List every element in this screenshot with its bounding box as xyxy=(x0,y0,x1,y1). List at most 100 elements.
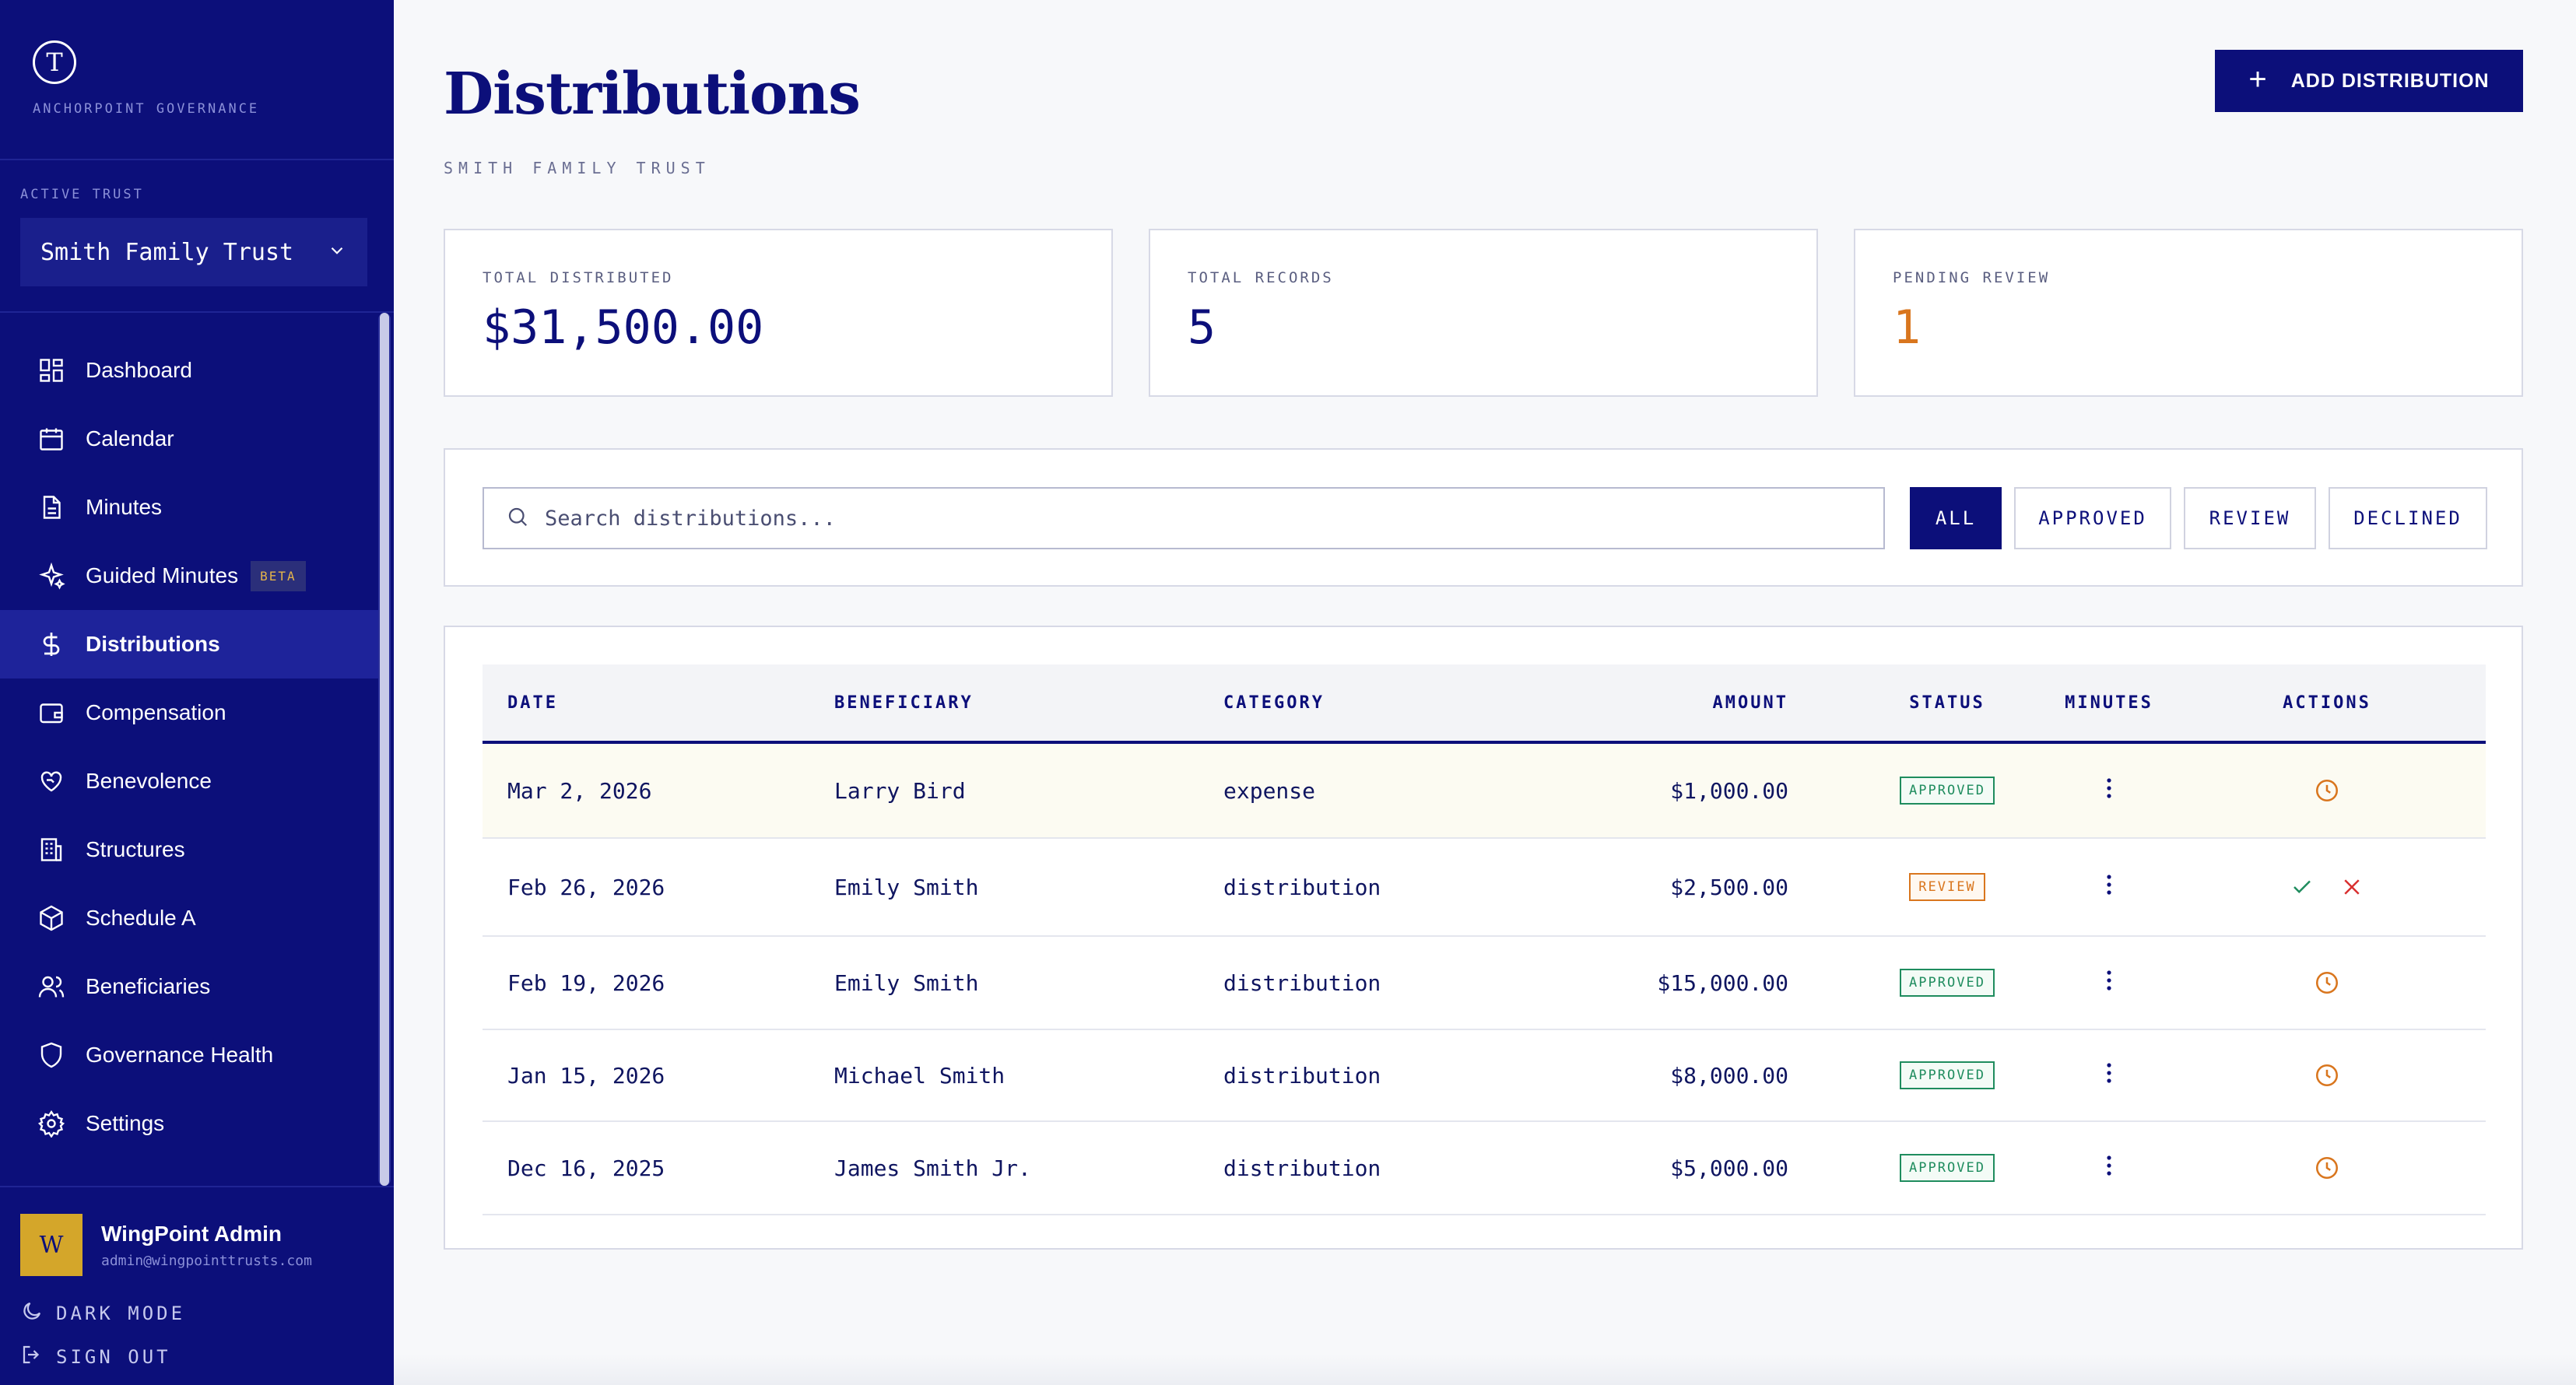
filter-bar: ALL APPROVED REVIEW DECLINED xyxy=(444,448,2523,587)
cell-category: distribution xyxy=(1223,874,1381,900)
approve-check-icon[interactable] xyxy=(2290,875,2314,899)
sidebar-item-label: Minutes xyxy=(86,495,163,519)
status-badge: APPROVED xyxy=(1900,1154,1995,1182)
sidebar-item-schedule-a[interactable]: Schedule A xyxy=(0,884,378,952)
column-header-status[interactable]: STATUS xyxy=(1909,692,1985,713)
decline-x-icon[interactable] xyxy=(2340,875,2364,899)
sidebar-item-label: Schedule A xyxy=(86,906,196,930)
column-header-amount[interactable]: AMOUNT xyxy=(1712,692,1788,713)
column-header-date[interactable]: DATE xyxy=(507,692,558,713)
sidebar-nav: Dashboard Calendar Minutes Guided Minute… xyxy=(0,336,378,1158)
sign-out-label: SIGN OUT xyxy=(56,1346,171,1368)
column-header-minutes: MINUTES xyxy=(2065,692,2153,713)
clock-icon[interactable] xyxy=(2314,777,2340,804)
cell-amount: $1,000.00 xyxy=(1670,777,1788,804)
sidebar-item-compensation[interactable]: Compensation xyxy=(0,678,378,747)
dashboard-icon xyxy=(37,356,65,384)
minutes-menu-icon[interactable] xyxy=(2105,873,2113,902)
sidebar-item-structures[interactable]: Structures xyxy=(0,815,378,884)
cell-category: distribution xyxy=(1223,1155,1381,1181)
table-header: DATE BENEFICIARY CATEGORY AMOUNT STATUS … xyxy=(483,664,2486,744)
sidebar-item-label: Settings xyxy=(86,1111,165,1135)
status-badge: APPROVED xyxy=(1900,777,1995,805)
table-row[interactable]: Feb 19, 2026 Emily Smith distribution $1… xyxy=(483,937,2486,1030)
sidebar-item-dashboard[interactable]: Dashboard xyxy=(0,336,378,405)
brand[interactable]: T ANCHORPOINT GOVERNANCE xyxy=(33,40,257,117)
cell-date: Feb 19, 2026 xyxy=(507,970,665,996)
stat-label: PENDING REVIEW xyxy=(1893,269,2051,286)
sidebar-item-label: Governance Health xyxy=(86,1043,274,1067)
sign-out-button[interactable]: SIGN OUT xyxy=(20,1343,171,1371)
search-box[interactable] xyxy=(483,487,1885,549)
sidebar-item-label: Beneficiaries xyxy=(86,974,211,998)
cell-amount: $15,000.00 xyxy=(1657,970,1788,996)
stat-pending-review: PENDING REVIEW 1 xyxy=(1854,229,2523,397)
sidebar-item-settings[interactable]: Settings xyxy=(0,1089,378,1158)
sparkle-icon xyxy=(37,562,65,590)
sidebar-item-label: Benevolence xyxy=(86,769,212,793)
sidebar-item-beneficiaries[interactable]: Beneficiaries xyxy=(0,952,378,1021)
stat-label: TOTAL DISTRIBUTED xyxy=(483,269,674,286)
sidebar-item-benevolence[interactable]: Benevolence xyxy=(0,747,378,815)
dark-mode-toggle[interactable]: DARK MODE xyxy=(20,1299,185,1327)
moon-icon xyxy=(20,1299,56,1327)
plus-icon: + xyxy=(2248,61,2268,96)
cell-date: Dec 16, 2025 xyxy=(507,1155,665,1181)
cell-beneficiary: James Smith Jr. xyxy=(834,1155,1031,1181)
filter-approved-button[interactable]: APPROVED xyxy=(2014,487,2171,549)
cell-category: expense xyxy=(1223,777,1316,804)
heart-hand-icon xyxy=(37,767,65,795)
cell-amount: $5,000.00 xyxy=(1670,1155,1788,1181)
minutes-menu-icon[interactable] xyxy=(2105,1061,2113,1090)
filter-review-button[interactable]: REVIEW xyxy=(2184,487,2316,549)
sidebar-scrollbar-thumb[interactable] xyxy=(380,313,389,1186)
minutes-menu-icon[interactable] xyxy=(2105,777,2113,805)
cell-date: Mar 2, 2026 xyxy=(507,777,652,804)
stat-label: TOTAL RECORDS xyxy=(1188,269,1334,286)
column-header-beneficiary[interactable]: BENEFICIARY xyxy=(834,692,974,713)
page-title: Distributions xyxy=(444,61,861,128)
clock-icon[interactable] xyxy=(2314,1155,2340,1181)
sidebar-item-label: Dashboard xyxy=(86,358,192,382)
table-row[interactable]: Jan 15, 2026 Michael Smith distribution … xyxy=(483,1030,2486,1122)
cell-beneficiary: Michael Smith xyxy=(834,1062,1005,1089)
table-row[interactable]: Feb 26, 2026 Emily Smith distribution $2… xyxy=(483,839,2486,937)
filter-declined-button[interactable]: DECLINED xyxy=(2329,487,2487,549)
stat-value: $31,500.00 xyxy=(483,300,764,355)
sidebar-item-label: Calendar xyxy=(86,426,174,451)
cell-category: distribution xyxy=(1223,970,1381,996)
sidebar-item-calendar[interactable]: Calendar xyxy=(0,405,378,473)
table-row[interactable]: Dec 16, 2025 James Smith Jr. distributio… xyxy=(483,1122,2486,1215)
sidebar-item-guided-minutes[interactable]: Guided Minutes BETA xyxy=(0,542,378,610)
gear-icon xyxy=(37,1110,65,1138)
filter-all-button[interactable]: ALL xyxy=(1910,487,2002,549)
chevron-down-icon xyxy=(327,240,347,265)
cell-amount: $2,500.00 xyxy=(1670,874,1788,900)
status-badge: APPROVED xyxy=(1900,1061,1995,1089)
sidebar-item-label: Guided Minutes xyxy=(86,563,239,587)
avatar: W xyxy=(20,1214,82,1276)
brand-name: ANCHORPOINT GOVERNANCE xyxy=(33,101,260,117)
sidebar-divider xyxy=(0,1186,394,1187)
sidebar-item-minutes[interactable]: Minutes xyxy=(0,473,378,542)
stat-value: 5 xyxy=(1188,300,1216,355)
active-trust-value: Smith Family Trust xyxy=(40,238,294,266)
minutes-menu-icon[interactable] xyxy=(2105,1154,2113,1183)
active-trust-select[interactable]: Smith Family Trust xyxy=(20,218,367,286)
brand-logo-icon: T xyxy=(33,40,76,84)
sidebar: T ANCHORPOINT GOVERNANCE ACTIVE TRUST Sm… xyxy=(0,0,394,1385)
clock-icon[interactable] xyxy=(2314,1062,2340,1089)
user-profile[interactable]: W WingPoint Admin admin@wingpointtrusts.… xyxy=(20,1214,312,1276)
table-row[interactable]: Mar 2, 2026 Larry Bird expense $1,000.00… xyxy=(483,744,2486,839)
add-distribution-button[interactable]: + ADD DISTRIBUTION xyxy=(2215,50,2523,112)
cell-category: distribution xyxy=(1223,1062,1381,1089)
clock-icon[interactable] xyxy=(2314,970,2340,996)
column-header-actions: ACTIONS xyxy=(2283,692,2371,713)
column-header-category[interactable]: CATEGORY xyxy=(1223,692,1325,713)
minutes-menu-icon[interactable] xyxy=(2105,969,2113,998)
sidebar-item-distributions[interactable]: Distributions xyxy=(0,610,378,678)
dollar-icon xyxy=(37,630,65,658)
sidebar-item-governance-health[interactable]: Governance Health xyxy=(0,1021,378,1089)
wallet-icon xyxy=(37,699,65,727)
search-input[interactable] xyxy=(545,506,1790,531)
